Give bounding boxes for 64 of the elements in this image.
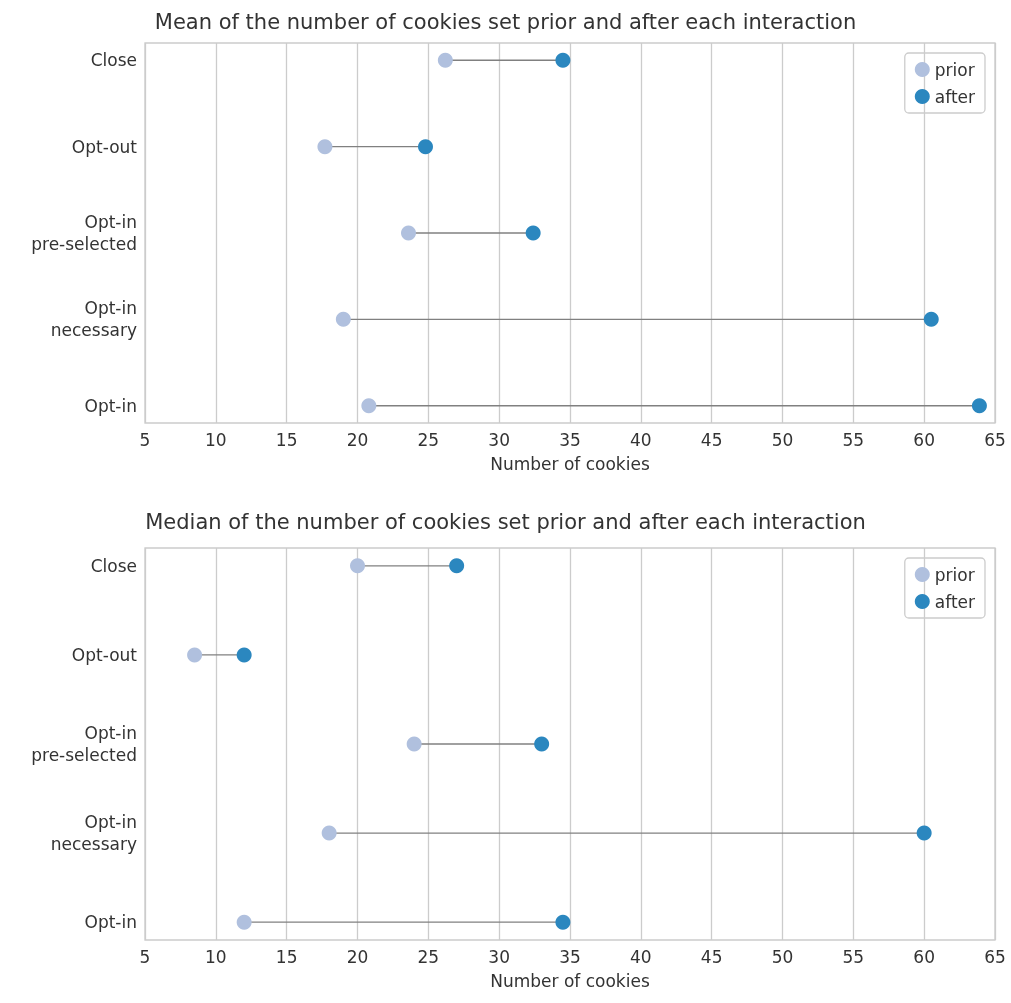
point [317,139,333,155]
legend-label: prior [934,59,975,80]
x-tick-label: 15 [275,429,298,450]
y-tick-label: Close [90,50,137,71]
x-tick-label: 40 [630,429,652,450]
point [236,914,252,930]
point [361,398,377,414]
point [923,311,939,327]
point [418,139,433,155]
y-tick-label: Opt-in [84,912,137,933]
y-tick-label: Close [90,555,137,576]
y-tick-label: Opt-out [71,644,138,665]
x-tick-label: 10 [205,429,227,450]
x-tick-label: 50 [771,429,794,450]
x-tick-label: 5 [139,946,151,967]
point [401,225,416,241]
x-tick-label: 15 [275,946,298,967]
x-tick-label: 25 [417,429,440,450]
point [971,398,987,414]
x-tick-label: 55 [842,429,865,450]
point [321,825,337,841]
x-tick-label: 65 [984,946,1006,967]
point [406,736,422,752]
x-tick-label: 60 [913,429,935,450]
chart-title: Median of the number of cookies set prior and after each interaction [145,509,866,534]
x-tick-label: 45 [700,429,723,450]
x-tick-label: 35 [559,429,581,450]
point [437,52,453,68]
x-tick-label: 40 [630,946,652,967]
x-tick-label: 55 [842,946,865,967]
x-tick-label: 20 [346,946,369,967]
point [350,558,365,574]
point [335,311,351,327]
x-tick-label: 20 [346,429,369,450]
x-tick-label: 25 [417,946,440,967]
y-tick-label: Opt-out [71,136,138,157]
x-tick-label: 30 [488,946,510,967]
point [555,914,571,930]
x-tick-label: 30 [488,429,510,450]
y-tick-label: Opt-in pre-selected [31,723,137,765]
point [534,736,550,752]
y-tick-label: Opt-in necessary [50,812,137,855]
point [525,225,541,241]
chart-title: Mean of the number of cookies set prior and after each interaction [154,9,857,34]
x-axis-title: Number of cookies [490,970,650,991]
legend-label: after [934,591,976,612]
point [236,647,252,663]
point [555,52,571,68]
x-tick-label: 50 [771,946,794,967]
legend-label: after [934,86,976,107]
x-tick-label: 10 [205,946,227,967]
point [916,825,932,841]
x-axis-title: Number of cookies [490,453,650,474]
y-tick-label: Opt-in [84,395,137,416]
x-tick-label: 45 [700,946,723,967]
y-tick-label: Opt-in necessary [50,298,137,341]
y-tick-label: Opt-in pre-selected [31,212,137,254]
point [449,558,465,574]
x-tick-label: 60 [913,946,935,967]
x-tick-label: 5 [139,429,151,450]
point [187,647,203,663]
legend-label: prior [934,564,975,585]
x-tick-label: 35 [559,946,581,967]
x-tick-label: 65 [984,429,1006,450]
